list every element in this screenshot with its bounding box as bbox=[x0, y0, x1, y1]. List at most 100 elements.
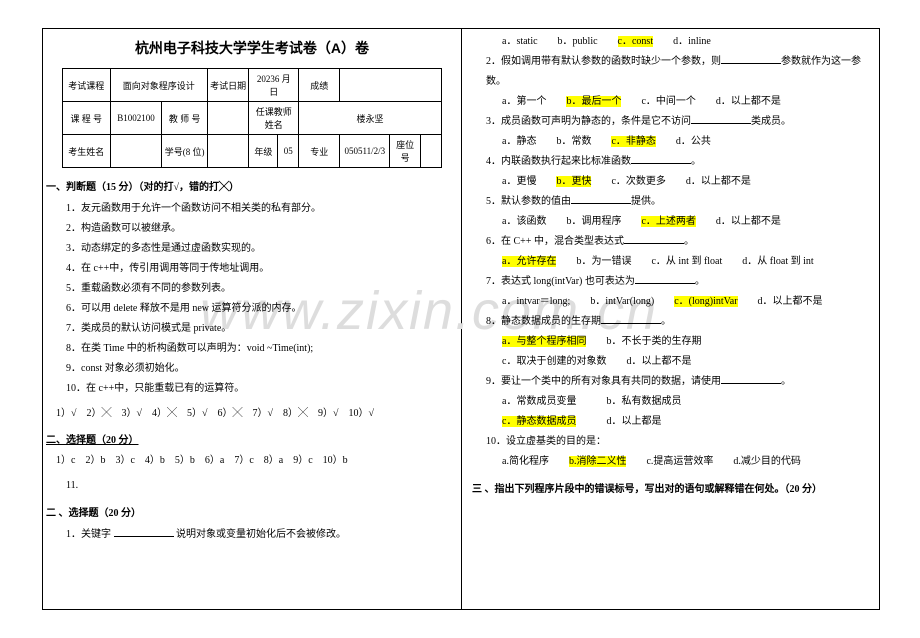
answer-row: 1）c 2）b 3）c 4）b 5）b 6）a 7）c 8）a 9）c 10）b bbox=[56, 452, 452, 470]
q-text: 5．重载函数必须有不同的参数列表。 bbox=[66, 279, 452, 299]
opt: b．intVar(long) bbox=[590, 296, 654, 307]
cell: 05 bbox=[278, 135, 299, 168]
opt: d．以上都不是 bbox=[716, 216, 781, 227]
opt: b．为一错误 bbox=[576, 256, 631, 267]
opt: a．静态 bbox=[502, 136, 536, 147]
cell: 学号(8 位) bbox=[162, 135, 208, 168]
q-suffix: 类成员。 bbox=[751, 116, 791, 127]
blank bbox=[635, 274, 695, 284]
blank bbox=[624, 234, 684, 244]
q-text: 8．静态数据成员的生存期。 bbox=[486, 312, 870, 332]
q-prefix: 4．内联函数执行起来比标准函数 bbox=[486, 156, 631, 167]
blank bbox=[601, 314, 661, 324]
opt: d．以上都不是 bbox=[626, 356, 691, 367]
q-text: 7．类成员的默认访问模式是 private。 bbox=[66, 319, 452, 339]
opt: d．以上都不是 bbox=[758, 296, 823, 307]
options: a．与整个程序相同 b．不长于类的生存期 bbox=[502, 332, 870, 352]
opt: d．公共 bbox=[676, 136, 711, 147]
q-prefix: 2．假如调用带有默认参数的函数时缺少一个参数，则 bbox=[486, 56, 721, 67]
blank bbox=[691, 114, 751, 124]
section-1-heading: 一、判断题（15 分）（对的打√，错的打╳） bbox=[46, 178, 452, 193]
opt: d．inline bbox=[673, 36, 711, 47]
cell: 050511/2/3 bbox=[340, 135, 390, 168]
options: c．静态数据成员 d．以上都是 bbox=[502, 412, 870, 432]
opt: b．调用程序 bbox=[566, 216, 621, 227]
opt: d．从 float 到 int bbox=[742, 256, 813, 267]
q-text: 9．const 对象必须初始化。 bbox=[66, 359, 452, 379]
cell: 面向对象程序设计 bbox=[110, 69, 207, 102]
q-text: 1．友元函数用于允许一个函数访问不相关类的私有部分。 bbox=[66, 199, 452, 219]
opt-highlight: c．const bbox=[618, 36, 654, 47]
cell: B1002100 bbox=[110, 102, 162, 135]
cell: 任课教师姓名 bbox=[249, 102, 299, 135]
section-2b-heading: 二 、选择题（20 分） bbox=[46, 504, 452, 519]
cell: 成绩 bbox=[299, 69, 340, 102]
cell: 座位号 bbox=[390, 135, 421, 168]
q-prefix: 9．要让一个类中的所有对象具有共同的数据，请使用 bbox=[486, 376, 721, 387]
cell bbox=[207, 135, 248, 168]
opt: c．从 int 到 float bbox=[651, 256, 722, 267]
options: a．该函数 b．调用程序 c．上述两者 d．以上都不是 bbox=[502, 212, 870, 232]
cell: 专业 bbox=[299, 135, 340, 168]
cell: 考生姓名 bbox=[63, 135, 111, 168]
opt-highlight: a．允许存在 bbox=[502, 256, 556, 267]
options: a．常数成员变量 b．私有数据成员 bbox=[502, 392, 870, 412]
q-text: 5．默认参数的值由 提供。 bbox=[486, 192, 870, 212]
q-suffix: 。 bbox=[781, 376, 791, 387]
q-text: 4．在 c++中，传引用调用等同于传地址调用。 bbox=[66, 259, 452, 279]
opt: d.减少目的代码 bbox=[733, 456, 801, 467]
column-divider bbox=[461, 28, 462, 610]
q-text: 6．可以用 delete 释放不是用 new 运算符分派的内存。 bbox=[66, 299, 452, 319]
q-prefix: 5．默认参数的值由 bbox=[486, 196, 571, 207]
opt-highlight: b．最后一个 bbox=[566, 96, 621, 107]
q-text: 3．成员函数可声明为静态的，条件是它不访问类成员。 bbox=[486, 112, 870, 132]
options: a．更慢 b．更快 c．次数更多 d．以上都不是 bbox=[502, 172, 870, 192]
opt: a．intvar＝long; bbox=[502, 296, 570, 307]
opt: a．更慢 bbox=[502, 176, 536, 187]
cell: 20236 月 日 bbox=[249, 69, 299, 102]
opt: b．常数 bbox=[556, 136, 591, 147]
q-text: 8．在类 Time 中的析构函数可以声明为：void ~Time(int); bbox=[66, 339, 452, 359]
opt: a．static bbox=[502, 36, 538, 47]
section-2a-heading: 二、选择题（20 分） bbox=[46, 431, 452, 446]
q-suffix: 提供。 bbox=[631, 196, 661, 207]
options: c．取决于创建的对象数 d．以上都不是 bbox=[502, 352, 870, 372]
opt-highlight: c．静态数据成员 bbox=[502, 416, 576, 427]
q-text: 10．在 c++中，只能重载已有的运算符。 bbox=[66, 379, 452, 399]
q-suffix: 。 bbox=[695, 276, 705, 287]
opt: c．中间一个 bbox=[641, 96, 695, 107]
blank bbox=[571, 194, 631, 204]
options: a．允许存在 b．为一错误 c．从 int 到 float d．从 float … bbox=[502, 252, 870, 272]
q-suffix: 说明对象或变量初始化后不会被修改。 bbox=[174, 529, 347, 540]
q-suffix: 。 bbox=[691, 156, 701, 167]
q-text: 10．设立虚基类的目的是： bbox=[486, 432, 870, 452]
left-column: 杭州电子科技大学学生考试卷（A）卷 考试课程 面向对象程序设计 考试日期 202… bbox=[52, 32, 452, 545]
options: a．static b．public c．const d．inline bbox=[502, 32, 870, 52]
cell: 考试日期 bbox=[207, 69, 248, 102]
cell: 教 师 号 bbox=[162, 102, 208, 135]
blank bbox=[631, 154, 691, 164]
q-prefix: 8．静态数据成员的生存期 bbox=[486, 316, 601, 327]
options: a．intvar＝long; b．intVar(long) c．(long)in… bbox=[502, 292, 870, 312]
q-prefix: 1．关键字 bbox=[66, 529, 114, 540]
opt-highlight: c．上述两者 bbox=[641, 216, 695, 227]
info-table: 考试课程 面向对象程序设计 考试日期 20236 月 日 成绩 课 程 号 B1… bbox=[62, 68, 442, 168]
q-text: 2．假如调用带有默认参数的函数时缺少一个参数，则参数就作为这一参数。 bbox=[486, 52, 870, 92]
opt: d．以上都不是 bbox=[686, 176, 751, 187]
right-column: a．static b．public c．const d．inline 2．假如调… bbox=[472, 32, 870, 501]
q-suffix: 。 bbox=[684, 236, 694, 247]
options: a．静态 b．常数 c．非静态 d．公共 bbox=[502, 132, 870, 152]
blank bbox=[721, 54, 781, 64]
q-text: 11. bbox=[66, 476, 452, 496]
page-title: 杭州电子科技大学学生考试卷（A）卷 bbox=[52, 38, 452, 58]
opt-highlight: c．非静态 bbox=[611, 136, 655, 147]
cell bbox=[421, 135, 442, 168]
opt: d．以上都是 bbox=[606, 416, 661, 427]
q-text: 6．在 C++ 中，混合类型表达式。 bbox=[486, 232, 870, 252]
q-text: 9．要让一个类中的所有对象具有共同的数据，请使用 。 bbox=[486, 372, 870, 392]
opt-highlight: a．与整个程序相同 bbox=[502, 336, 586, 347]
options: a.简化程序 b.消除二义性 c.提高运营效率 d.减少目的代码 bbox=[502, 452, 870, 472]
options: a．第一个 b．最后一个 c．中间一个 d．以上都不是 bbox=[502, 92, 870, 112]
opt-highlight: b．更快 bbox=[556, 176, 591, 187]
cell bbox=[110, 135, 162, 168]
